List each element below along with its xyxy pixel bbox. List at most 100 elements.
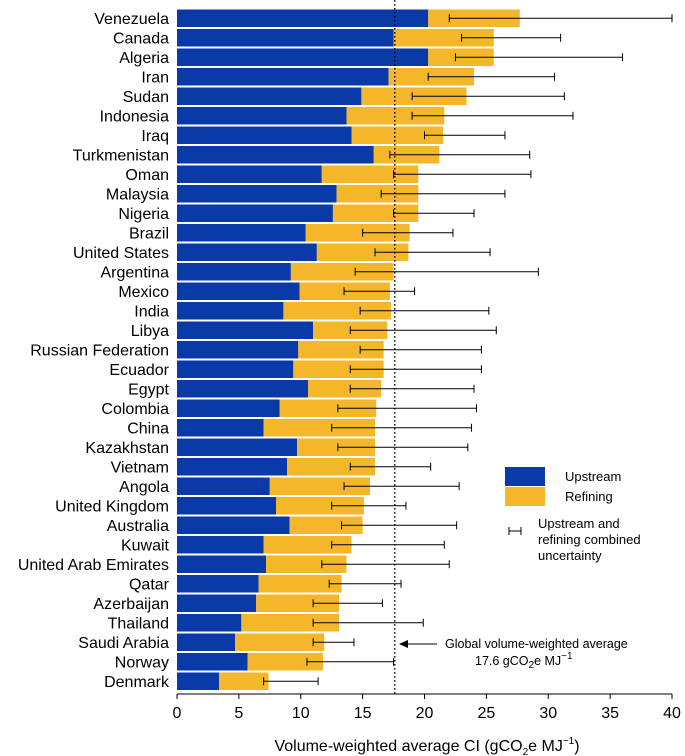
bar-refining-angola <box>269 477 371 495</box>
bar-upstream-india <box>177 302 284 320</box>
bar-upstream-mexico <box>177 282 300 300</box>
country-label-iraq: Iraq <box>141 128 169 145</box>
bar-upstream-ecuador <box>177 360 294 378</box>
bar-upstream-iran <box>177 68 389 86</box>
x-tick-label-20: 20 <box>416 705 434 722</box>
country-label-australia: Australia <box>107 518 169 535</box>
country-label-brazil: Brazil <box>129 225 169 242</box>
bar-refining-indonesia <box>346 107 445 125</box>
country-label-qatar: Qatar <box>129 576 170 593</box>
bar-refining-qatar <box>258 575 342 593</box>
x-axis: 0 5 10 15 20 25 30 35 40 <box>173 693 681 722</box>
bar-refining-united-arab-emirates <box>266 555 347 573</box>
country-label-india: India <box>134 303 169 320</box>
bar-upstream-egypt <box>177 380 309 398</box>
country-label-argentina: Argentina <box>101 264 170 281</box>
bar-refining-canada <box>393 29 494 47</box>
country-label-thailand: Thailand <box>108 615 169 632</box>
country-label-colombia: Colombia <box>101 401 169 418</box>
bar-upstream-china <box>177 419 264 437</box>
bar-upstream-united-states <box>177 243 317 261</box>
bar-upstream-denmark <box>177 672 220 690</box>
country-label-angola: Angola <box>119 479 169 496</box>
country-label-egypt: Egypt <box>128 381 169 398</box>
bar-upstream-vietnam <box>177 458 288 476</box>
annotation-line-1: Global volume-weighted average <box>445 637 628 651</box>
legend-uncertainty-symbol <box>508 527 522 535</box>
x-tick-label-5: 5 <box>234 705 243 722</box>
annotation-line-2: 17.6 gCO2e MJ−1 <box>475 651 573 671</box>
country-label-united-states: United States <box>73 245 169 262</box>
x-tick-label-30: 30 <box>539 705 557 722</box>
country-label-malaysia: Malaysia <box>106 186 169 203</box>
bar-refining-colombia <box>279 399 377 417</box>
legend-swatch-upstream <box>505 467 545 486</box>
x-tick-label-10: 10 <box>292 705 310 722</box>
bar-upstream-iraq <box>177 126 352 144</box>
bar-upstream-kazakhstan <box>177 438 298 456</box>
bar-refining-norway <box>247 653 324 671</box>
country-label-mexico: Mexico <box>118 284 169 301</box>
bar-upstream-brazil <box>177 224 306 242</box>
country-label-algeria: Algeria <box>119 50 169 67</box>
country-label-nigeria: Nigeria <box>118 206 169 223</box>
legend-label-uncertainty-3: uncertainty <box>538 548 602 563</box>
country-label-canada: Canada <box>113 30 169 47</box>
x-tick-label-0: 0 <box>173 705 182 722</box>
country-label-indonesia: Indonesia <box>100 108 169 125</box>
bar-refining-australia <box>289 516 363 534</box>
bar-upstream-colombia <box>177 399 280 417</box>
bar-upstream-angola <box>177 477 270 495</box>
bar-refining-denmark <box>219 672 269 690</box>
bar-upstream-oman <box>177 165 322 183</box>
bar-refining-vietnam <box>287 458 375 476</box>
country-label-venezuela: Venezuela <box>94 11 169 28</box>
bar-upstream-azerbaijan <box>177 594 257 612</box>
bar-refining-malaysia <box>336 185 419 203</box>
reference-annotation: Global volume-weighted average 17.6 gCO2… <box>399 637 628 671</box>
bar-upstream-saudi-arabia <box>177 633 236 651</box>
country-label-united-arab-emirates: United Arab Emirates <box>18 557 169 574</box>
country-label-libya: Libya <box>131 323 169 340</box>
bar-upstream-nigeria <box>177 204 333 222</box>
bar-refining-kuwait <box>263 536 352 554</box>
country-labels-group: Venezuela Canada Algeria Iran Sudan Indonesia… <box>18 11 170 691</box>
bar-refining-china <box>263 419 375 437</box>
x-tick-label-40: 40 <box>663 705 681 722</box>
x-tick-label-35: 35 <box>601 705 619 722</box>
x-tick-label-25: 25 <box>477 705 495 722</box>
bar-upstream-sudan <box>177 87 362 105</box>
country-label-norway: Norway <box>115 654 169 671</box>
annotation-arrow-head <box>399 640 408 648</box>
country-label-denmark: Denmark <box>104 674 170 691</box>
country-label-iran: Iran <box>141 69 169 86</box>
bar-refining-united-kingdom <box>276 497 364 515</box>
legend-swatch-refining <box>505 487 545 506</box>
bar-refining-ecuador <box>293 360 384 378</box>
error-bars-group <box>263 14 673 686</box>
country-label-united-kingdom: United Kingdom <box>55 498 169 515</box>
country-label-azerbaijan: Azerbaijan <box>93 596 169 613</box>
country-label-china: China <box>127 420 169 437</box>
country-label-sudan: Sudan <box>123 89 169 106</box>
country-label-vietnam: Vietnam <box>111 459 169 476</box>
legend-label-refining: Refining <box>565 489 613 504</box>
bar-upstream-thailand <box>177 614 242 632</box>
country-label-kuwait: Kuwait <box>121 537 170 554</box>
bar-upstream-australia <box>177 516 290 534</box>
country-label-russian-federation: Russian Federation <box>30 342 169 359</box>
legend-label-uncertainty-1: Upstream and <box>538 516 620 531</box>
bar-refining-russian-federation <box>298 341 384 359</box>
bar-refining-united-states <box>316 243 409 261</box>
bar-refining-iraq <box>351 126 444 144</box>
bar-upstream-venezuela <box>177 9 429 27</box>
country-label-kazakhstan: Kazakhstan <box>85 440 169 457</box>
bar-upstream-russian-federation <box>177 341 299 359</box>
bar-upstream-united-arab-emirates <box>177 555 267 573</box>
bar-upstream-qatar <box>177 575 259 593</box>
bar-upstream-canada <box>177 29 394 47</box>
legend-label-upstream: Upstream <box>565 469 621 484</box>
bar-upstream-algeria <box>177 48 429 66</box>
x-tick-label-15: 15 <box>354 705 372 722</box>
